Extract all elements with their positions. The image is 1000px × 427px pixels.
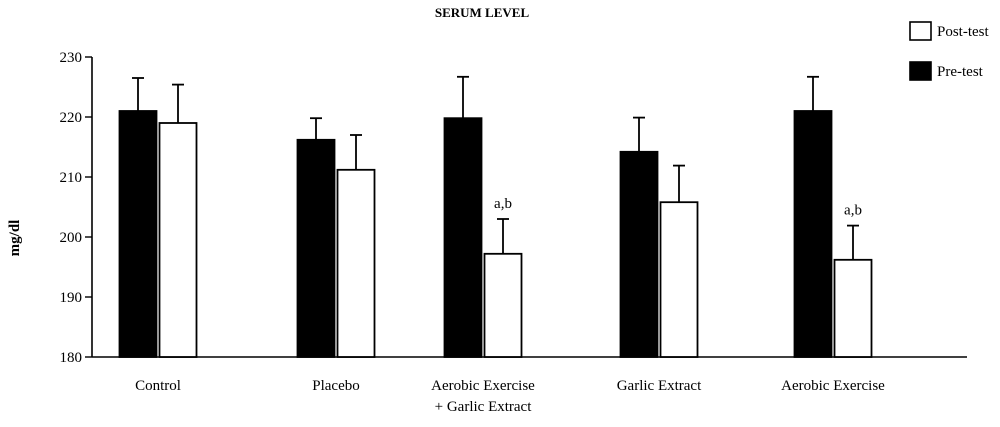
legend-swatch-post-test [909, 21, 932, 41]
x-tick-label: Placebo [312, 378, 359, 394]
bar-pre-test [443, 117, 483, 358]
bar-post-test [659, 201, 699, 358]
y-tick-label: 230 [60, 50, 83, 66]
chart-title: SERUM LEVEL [435, 5, 530, 20]
significance-annotation: a,b [494, 196, 512, 212]
axes: 180 190 200 210 220 230 Control Placebo Aerobic … [60, 50, 967, 415]
bar-post-test [483, 252, 523, 358]
x-tick-label: Aerobic Exercise [781, 378, 885, 394]
x-tick-label: Garlic Extract [617, 378, 702, 394]
significance-annotation: a,b [844, 203, 862, 219]
bars: a,b a,b [118, 75, 873, 358]
y-tick-label: 200 [60, 230, 83, 246]
bar-post-test [336, 168, 376, 358]
legend-swatch-pre-test [909, 61, 932, 81]
legend-label-post-test: Post-test [937, 24, 990, 40]
y-axis-label: mg/dl [7, 220, 23, 257]
bar-pre-test [118, 110, 158, 358]
bar-pre-test [296, 138, 336, 358]
legend-label-pre-test: Pre-test [937, 64, 984, 80]
y-tick-label: 210 [60, 170, 83, 186]
bar-pre-test [619, 150, 659, 358]
x-tick-label: Control [135, 378, 181, 394]
y-tick-label: 180 [60, 350, 83, 366]
legend: Post-test Pre-test [909, 21, 990, 81]
y-tick-label: 220 [60, 110, 83, 126]
bar-post-test [158, 122, 198, 358]
x-tick-label: Aerobic Exercise + Garlic Extract [431, 378, 535, 415]
bar-pre-test [793, 110, 833, 358]
y-tick-label: 190 [60, 290, 83, 306]
bar-post-test [833, 258, 873, 358]
